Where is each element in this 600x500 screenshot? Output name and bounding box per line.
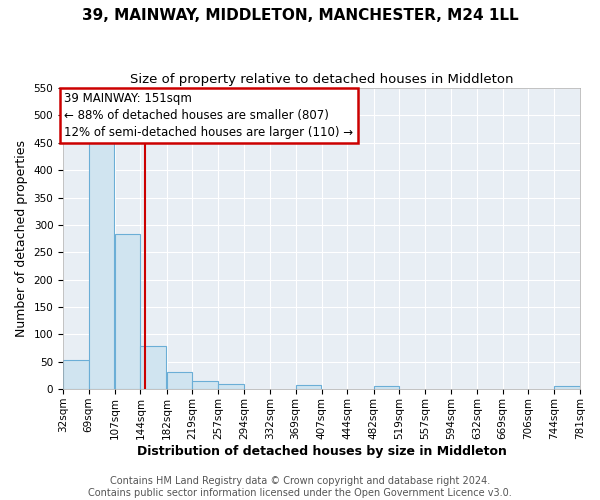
- Bar: [140, 346, 166, 389]
- Text: Contains HM Land Registry data © Crown copyright and database right 2024.
Contai: Contains HM Land Registry data © Crown c…: [88, 476, 512, 498]
- Title: Size of property relative to detached houses in Middleton: Size of property relative to detached ho…: [130, 72, 513, 86]
- Bar: [374, 386, 399, 389]
- Y-axis label: Number of detached properties: Number of detached properties: [15, 140, 28, 337]
- Bar: [115, 234, 140, 389]
- Bar: [296, 385, 321, 389]
- Bar: [192, 381, 218, 389]
- Bar: [167, 372, 192, 389]
- Bar: [63, 360, 89, 389]
- X-axis label: Distribution of detached houses by size in Middleton: Distribution of detached houses by size …: [137, 444, 506, 458]
- Bar: [89, 143, 114, 389]
- Bar: [554, 386, 580, 389]
- Text: 39 MAINWAY: 151sqm
← 88% of detached houses are smaller (807)
12% of semi-detach: 39 MAINWAY: 151sqm ← 88% of detached hou…: [64, 92, 353, 139]
- Text: 39, MAINWAY, MIDDLETON, MANCHESTER, M24 1LL: 39, MAINWAY, MIDDLETON, MANCHESTER, M24 …: [82, 8, 518, 22]
- Bar: [218, 384, 244, 389]
